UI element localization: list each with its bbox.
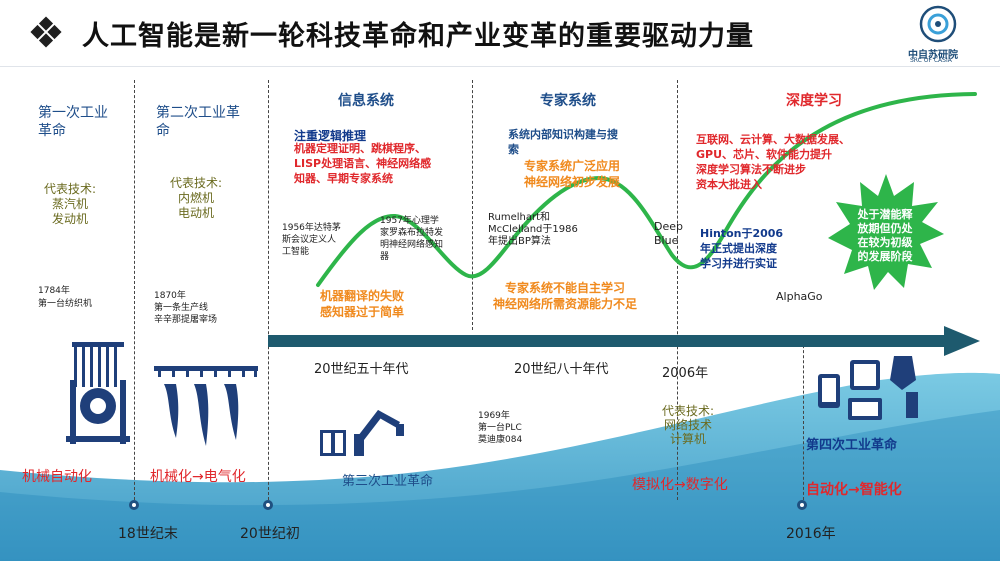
info-heading: 信息系统	[338, 93, 394, 109]
divider-2	[268, 80, 269, 500]
logo-name: 中自苏研院	[908, 50, 958, 61]
milestone-dot-3	[797, 500, 807, 510]
col2-heading: 第二次工业革命	[156, 105, 240, 139]
milestone-dot-1	[129, 500, 139, 510]
deep-red-note: 互联网、云计算、大数据发展、 GPU、芯片、软件能力提升 深度学习算法不断进步 资本大…	[696, 133, 850, 191]
deep-blue-note: Deep Blue	[654, 220, 683, 247]
expert-green-note: 专家系统广泛应用 神经网络初步发展	[524, 159, 621, 189]
milestone-20c: 20世纪初	[240, 526, 300, 542]
col2-tech: 代表技术: 内燃机 电动机	[169, 176, 223, 220]
bp-note: Rumelhart和 McClelland于1986 年提出BP算法	[488, 212, 578, 247]
robot-arm-icon	[320, 410, 404, 456]
divider-3	[472, 80, 473, 330]
milestone-dot-2	[263, 500, 273, 510]
divider-1	[134, 80, 135, 500]
info-focus: 注重逻辑推理	[294, 129, 367, 143]
note-1956: 1956年达特茅 斯会议定义人 工智能	[282, 223, 341, 257]
col1-heading: 第一次工业 革命	[38, 105, 108, 139]
burst-text: 处于潜能释 放期但仍处 在较为初级 的发展阶段	[857, 208, 913, 263]
col1-tech: 代表技术: 蒸汽机 发动机	[44, 182, 97, 226]
milestone-2016: 2016年	[786, 526, 836, 542]
fourth-revolution: 第四次工业革命	[806, 438, 898, 453]
col1-bottom: 机械自动化	[22, 469, 92, 485]
expert-bottom: 模拟化→数字化	[632, 477, 728, 493]
divider-5	[803, 340, 804, 500]
burst-star-icon	[828, 174, 944, 290]
expert-failure: 专家系统不能自主学习 神经网络所需资源能力不足	[492, 281, 637, 311]
page-title: 人工智能是新一轮科技革命和产业变革的重要驱动力量	[82, 21, 754, 52]
era-50s: 20世纪五十年代	[314, 362, 409, 377]
deep-bottom: 自动化→智能化	[806, 482, 902, 498]
era-2006: 2006年	[662, 366, 709, 381]
info-focus-detail: 机器定理证明、跳棋程序、 LISP处理语言、神经网络感 知器、早期专家系统	[294, 142, 432, 185]
deep-heading: 深度学习	[786, 93, 842, 109]
title-bar	[0, 0, 1000, 67]
milestone-18c: 18世纪末	[118, 526, 178, 542]
timeline-arrow	[268, 326, 980, 356]
institute-logo-icon	[919, 5, 957, 43]
alphago-note: AlphaGo	[776, 290, 823, 303]
plc-note: 1969年 第一台PLC 莫迪康084	[478, 411, 523, 445]
loom-icon	[66, 342, 130, 444]
col1-year-note: 1784年 第一台纺织机	[38, 286, 93, 309]
conveyor-icon	[154, 366, 258, 446]
expert-detail: 系统内部知识构建与搜索	[508, 128, 618, 156]
hinton-note: Hinton于2006 年正式提出深度 学习并进行实证	[700, 227, 784, 270]
third-revolution: 第三次工业革命	[342, 474, 434, 489]
logo-subtitle: SRC OF CASIA	[910, 57, 952, 64]
col2-bottom: 机械化→电气化	[150, 469, 246, 485]
era-80s: 20世纪八十年代	[514, 362, 609, 377]
divider-4	[677, 80, 678, 500]
smart-devices-icon	[818, 356, 918, 420]
expert-heading: 专家系统	[540, 93, 596, 109]
diamond-logo-icon	[30, 16, 62, 48]
expert-tech: 代表技术: 网络技术 计算机	[661, 404, 715, 446]
col2-year-note: 1870年 第一条生产线 辛辛那提屠宰场	[154, 291, 218, 325]
note-1957: 1957年心理学 家罗森布拉特发 明神经网络感知器	[380, 216, 444, 262]
info-failure: 机器翻译的失败 感知器过于简单	[320, 289, 405, 319]
